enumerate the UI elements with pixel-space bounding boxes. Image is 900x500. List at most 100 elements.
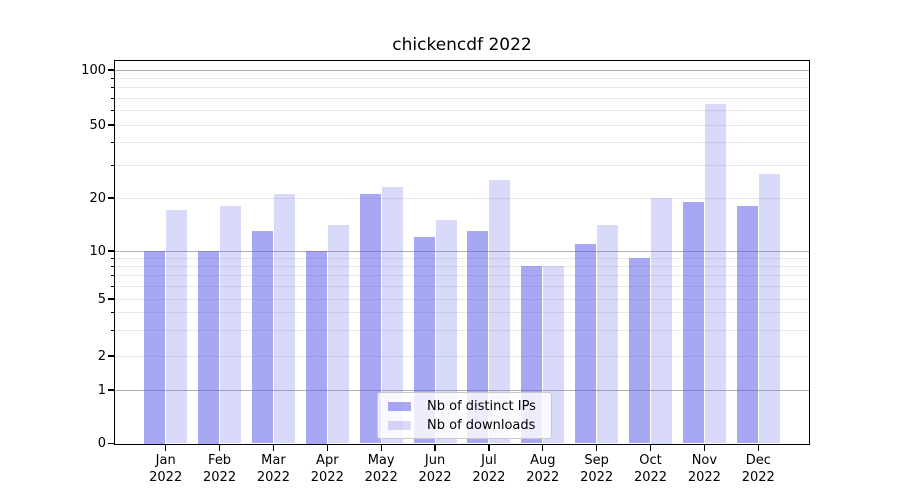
x-tick-may [380,445,382,451]
bar-distinct-ips-dec [736,206,758,444]
gridline-minor-7 [115,275,809,277]
gridline-minor-3 [115,330,809,332]
gridline-minor-30 [115,165,809,167]
x-tick-feb [218,445,221,451]
gridline-minor-60 [115,110,809,112]
y-minor-tick-90 [110,77,114,79]
gridline-minor-8 [115,265,809,267]
gridline-major-100 [115,69,809,71]
y-tick-label-20: 20 [89,190,106,206]
gridline-minor-90 [115,77,809,79]
legend-item-distinct-ips: Nb of distinct IPs [378,397,551,416]
gridline-minor-50 [115,124,809,126]
y-minor-tick-4 [110,312,114,314]
x-tick-mar [272,445,275,451]
y-minor-tick-40 [110,142,114,144]
gridline-minor-6 [115,285,809,287]
gridline-major-1 [115,389,809,391]
x-tick-jul [488,445,490,451]
bar-downloads-dec [758,174,780,444]
y-tick-100 [108,69,114,71]
gridline-minor-40 [115,142,809,144]
y-minor-tick-60 [110,110,114,112]
x-tick-label-may: May 2022 [364,453,398,485]
bar-distinct-ips-jul [467,230,489,444]
bar-downloads-feb [220,206,242,444]
y-tick-label-5: 5 [97,291,106,307]
y-tick-label-2: 2 [97,348,106,364]
gridline-minor-70 [115,97,809,99]
gridline-minor-4 [115,312,809,314]
x-tick-apr [326,445,328,451]
x-tick-label-aug: Aug 2022 [526,453,560,485]
bar-downloads-nov [704,104,726,444]
y-tick-20 [108,197,114,199]
bar-distinct-ips-nov [682,201,704,444]
x-tick-label-oct: Oct 2022 [633,453,668,485]
x-tick-jan [165,445,167,451]
y-tick-1 [108,389,114,391]
x-tick-label-mar: Mar 2022 [256,453,290,485]
bar-downloads-jan [166,210,188,444]
gridline-minor-20 [115,197,809,199]
bar-distinct-ips-jan [144,251,166,444]
y-tick-label-100: 100 [81,62,106,78]
gridline-major-10 [115,250,809,252]
y-tick-label-1: 1 [97,382,106,398]
bar-distinct-ips-mar [251,230,273,444]
bar-distinct-ips-apr [305,251,327,444]
legend-label-distinct-ips: Nb of distinct IPs [427,399,536,414]
x-tick-oct [649,445,652,451]
y-minor-tick-30 [110,165,114,167]
x-tick-label-nov: Nov 2022 [687,453,721,485]
x-tick-label-dec: Dec 2022 [741,453,775,485]
bar-downloads-apr [327,225,349,444]
legend: Nb of distinct IPs Nb of downloads [377,392,552,439]
legend-label-downloads: Nb of downloads [427,418,536,433]
bar-downloads-sep [597,225,619,444]
x-tick-label-apr: Apr 2022 [310,453,344,485]
x-tick-label-feb: Feb 2022 [203,453,237,485]
bar-downloads-jun [435,219,457,444]
y-minor-tick-80 [110,87,114,89]
y-tick-50 [108,124,114,126]
gridline-minor-5 [115,298,809,300]
y-minor-tick-6 [110,285,114,287]
chart-title: chickencdf 2022 [392,35,532,55]
bar-distinct-ips-feb [198,251,220,444]
gridline-minor-9 [115,257,809,259]
bar-downloads-jul [489,180,511,444]
y-minor-tick-7 [110,275,114,277]
x-tick-label-jul: Jul 2022 [472,453,506,485]
bar-downloads-mar [273,194,295,444]
bar-distinct-ips-oct [629,258,651,444]
y-minor-tick-9 [110,257,114,259]
legend-swatch-distinct-ips [388,402,411,411]
legend-item-downloads: Nb of downloads [378,416,551,435]
x-tick-label-jan: Jan 2022 [149,453,183,485]
y-tick-label-50: 50 [89,117,106,133]
x-tick-aug [542,445,544,451]
y-tick-0 [108,442,114,445]
bar-distinct-ips-jun [413,237,435,444]
y-minor-tick-70 [110,97,114,99]
y-tick-label-0: 0 [97,436,106,451]
plot-frame [114,60,810,445]
x-tick-label-sep: Sep 2022 [580,453,614,485]
gridline-minor-80 [115,87,809,89]
gridline-minor-2 [115,355,809,357]
x-tick-nov [703,445,705,451]
y-tick-label-10: 10 [89,243,106,259]
y-minor-tick-3 [110,330,114,332]
x-tick-dec [757,445,759,451]
y-minor-tick-8 [110,265,114,267]
x-tick-label-jun: Jun 2022 [418,453,452,485]
y-tick-2 [108,355,114,357]
y-tick-10 [108,250,114,252]
x-tick-sep [596,445,598,451]
x-tick-jun [434,445,436,451]
y-tick-5 [108,298,114,300]
bar-downloads-oct [651,198,673,444]
legend-swatch-downloads [388,421,411,430]
